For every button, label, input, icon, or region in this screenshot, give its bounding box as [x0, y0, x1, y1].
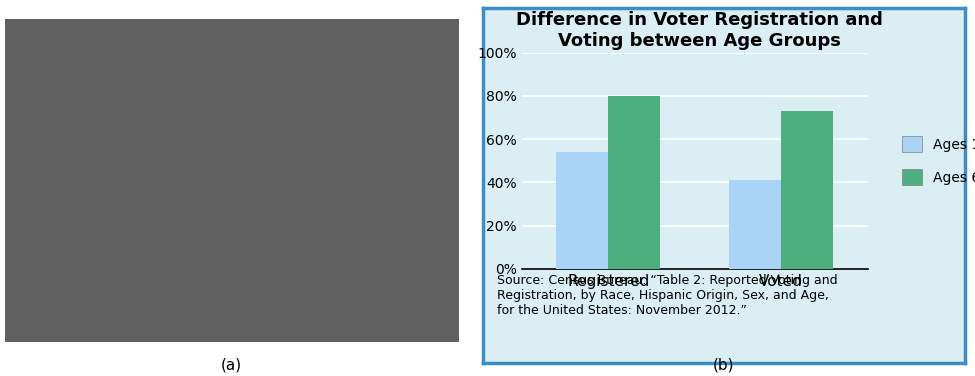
- Bar: [608, 96, 660, 269]
- Text: (a): (a): [220, 357, 242, 372]
- Bar: [556, 152, 608, 269]
- Bar: [781, 111, 833, 269]
- Text: Source: Census Bureau. “Table 2: Reported Voting and
Registration, by Race, Hisp: Source: Census Bureau. “Table 2: Reporte…: [497, 274, 838, 317]
- Text: (b): (b): [713, 357, 735, 372]
- Text: Difference in Voter Registration and
Voting between Age Groups: Difference in Voter Registration and Vot…: [517, 11, 883, 50]
- Legend: Ages 18–24, Ages 65–74: Ages 18–24, Ages 65–74: [903, 136, 975, 185]
- Bar: [729, 180, 781, 269]
